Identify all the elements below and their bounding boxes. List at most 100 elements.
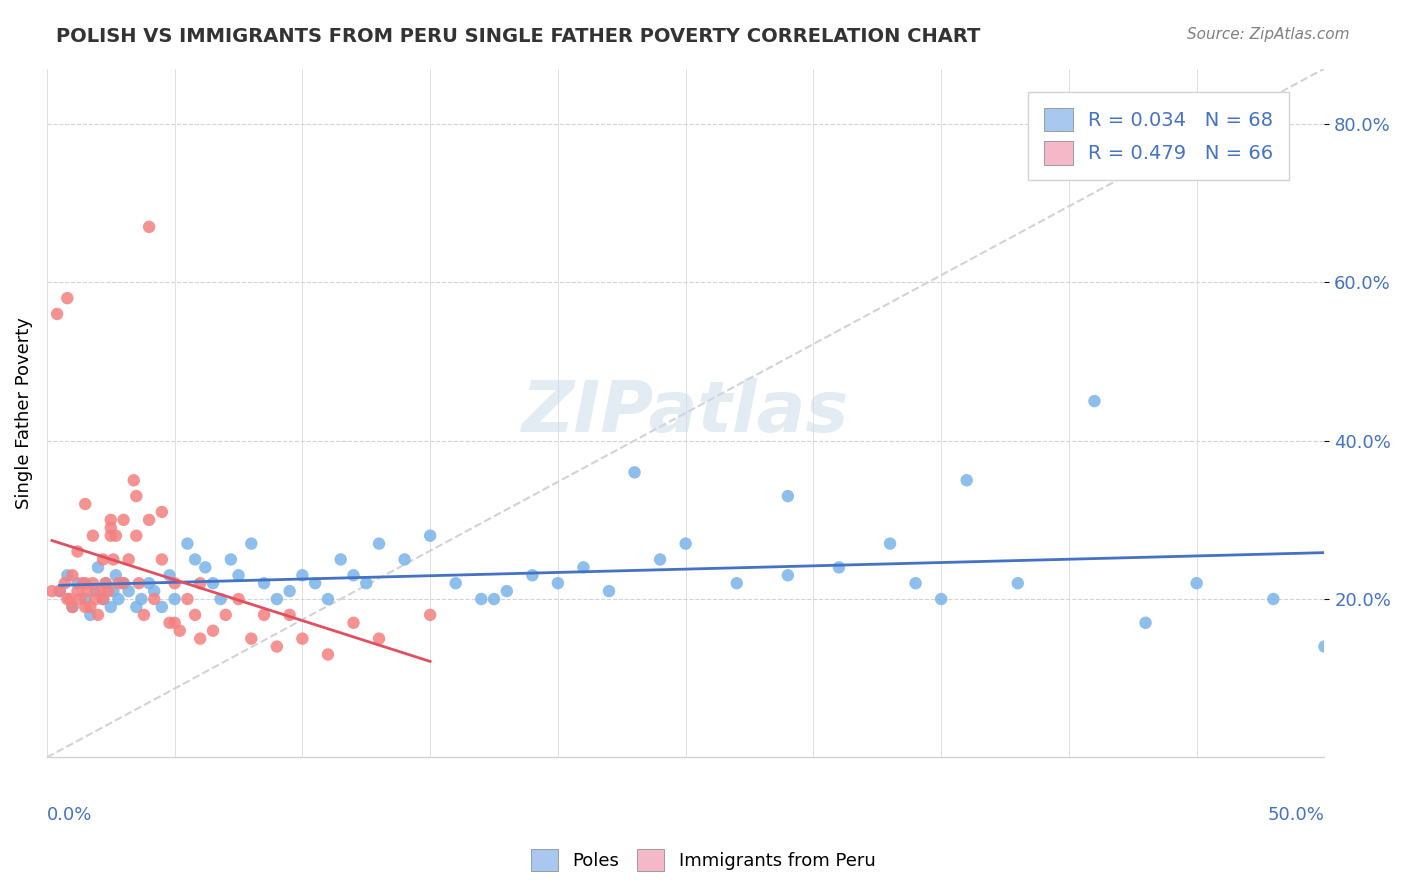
Text: POLISH VS IMMIGRANTS FROM PERU SINGLE FATHER POVERTY CORRELATION CHART: POLISH VS IMMIGRANTS FROM PERU SINGLE FA… — [56, 27, 980, 45]
Point — [675, 536, 697, 550]
Point — [240, 536, 263, 550]
Point — [598, 584, 620, 599]
Point — [143, 584, 166, 599]
Point — [419, 529, 441, 543]
Point — [62, 599, 84, 614]
Point — [163, 576, 186, 591]
Point — [572, 560, 595, 574]
Point — [929, 592, 952, 607]
Point — [75, 497, 97, 511]
Point — [291, 568, 314, 582]
Text: 0.0%: 0.0% — [46, 805, 93, 823]
Point — [725, 576, 748, 591]
Point — [470, 592, 492, 607]
Point — [1263, 592, 1285, 607]
Point — [91, 592, 114, 607]
Point — [522, 568, 544, 582]
Point — [159, 568, 181, 582]
Point — [495, 584, 517, 599]
Point — [215, 607, 238, 622]
Point — [776, 489, 799, 503]
Point — [84, 584, 107, 599]
Point — [75, 592, 97, 607]
Point — [304, 576, 326, 591]
Point — [104, 568, 127, 582]
Point — [150, 599, 173, 614]
Point — [176, 536, 198, 550]
Point — [776, 568, 799, 582]
Point — [138, 576, 160, 591]
Point — [100, 599, 122, 614]
Legend: R = 0.034   N = 68, R = 0.479   N = 66: R = 0.034 N = 68, R = 0.479 N = 66 — [1028, 92, 1289, 180]
Point — [342, 568, 364, 582]
Point — [48, 584, 70, 599]
Point — [368, 632, 391, 646]
Point — [112, 576, 135, 591]
Point — [194, 560, 217, 574]
Point — [159, 615, 181, 630]
Point — [419, 607, 441, 622]
Point — [291, 632, 314, 646]
Point — [188, 576, 211, 591]
Point — [75, 599, 97, 614]
Point — [163, 592, 186, 607]
Point — [201, 624, 224, 638]
Point — [72, 576, 94, 591]
Point — [91, 552, 114, 566]
Point — [112, 513, 135, 527]
Point — [444, 576, 467, 591]
Point — [118, 584, 141, 599]
Point — [482, 592, 505, 607]
Point — [201, 576, 224, 591]
Point — [100, 529, 122, 543]
Point — [150, 552, 173, 566]
Point — [266, 592, 288, 607]
Point — [228, 592, 250, 607]
Point — [79, 607, 101, 622]
Point — [107, 592, 129, 607]
Point — [623, 466, 645, 480]
Point — [103, 584, 125, 599]
Point — [125, 489, 148, 503]
Point — [79, 599, 101, 614]
Point — [75, 576, 97, 591]
Point — [132, 607, 155, 622]
Point — [122, 473, 145, 487]
Point — [62, 599, 84, 614]
Point — [56, 568, 79, 582]
Point — [879, 536, 901, 550]
Point — [253, 576, 276, 591]
Point — [266, 640, 288, 654]
Point — [125, 599, 148, 614]
Point — [131, 592, 153, 607]
Point — [209, 592, 232, 607]
Point — [56, 592, 79, 607]
Text: Source: ZipAtlas.com: Source: ZipAtlas.com — [1187, 27, 1350, 42]
Point — [143, 592, 166, 607]
Point — [150, 505, 173, 519]
Point — [84, 592, 107, 607]
Point — [97, 584, 120, 599]
Point — [356, 576, 378, 591]
Point — [66, 544, 89, 558]
Point — [394, 552, 416, 566]
Point — [1135, 615, 1157, 630]
Point — [107, 576, 129, 591]
Point — [169, 624, 191, 638]
Point — [228, 568, 250, 582]
Point — [138, 219, 160, 234]
Legend: Poles, Immigrants from Peru: Poles, Immigrants from Peru — [523, 842, 883, 879]
Point — [138, 513, 160, 527]
Point — [648, 552, 671, 566]
Point — [163, 615, 186, 630]
Point — [87, 560, 110, 574]
Point — [91, 592, 114, 607]
Point — [253, 607, 276, 622]
Point — [1185, 576, 1208, 591]
Point — [904, 576, 927, 591]
Point — [128, 576, 150, 591]
Point — [316, 592, 339, 607]
Point — [278, 607, 301, 622]
Point — [368, 536, 391, 550]
Point — [1083, 394, 1105, 409]
